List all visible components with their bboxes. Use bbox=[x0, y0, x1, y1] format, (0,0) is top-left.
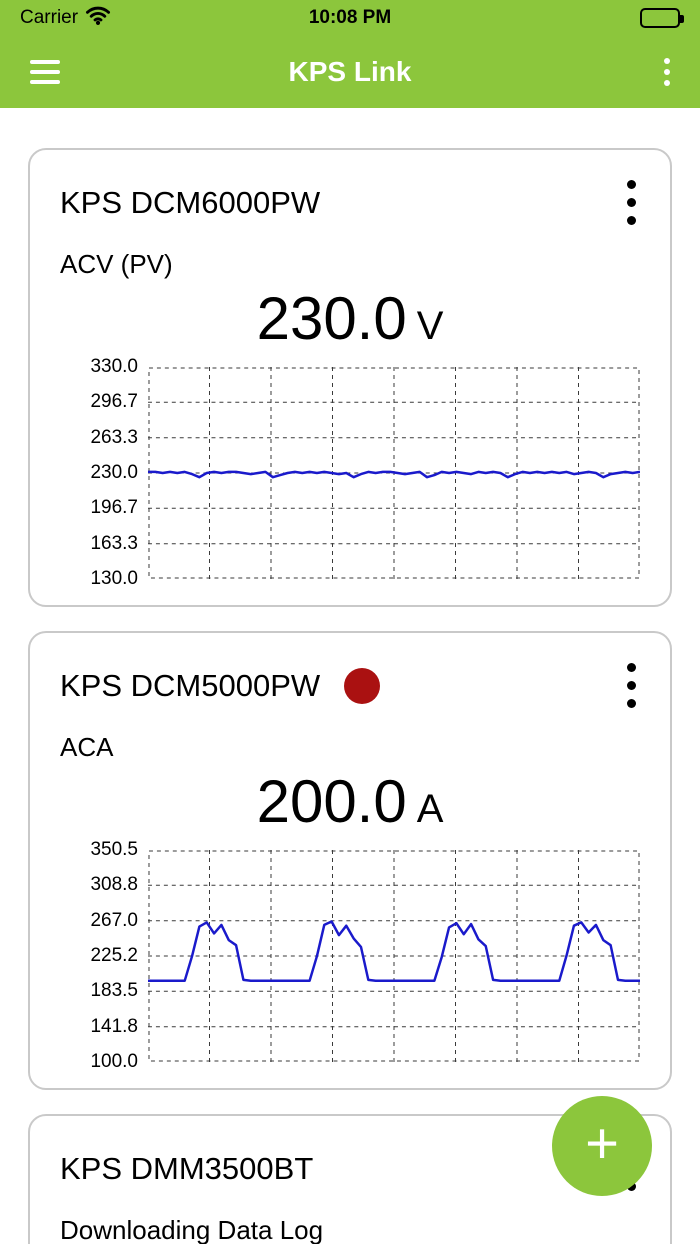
y-tick-label: 263.3 bbox=[90, 426, 138, 448]
y-tick-label: 100.0 bbox=[90, 1051, 138, 1072]
wifi-icon bbox=[85, 5, 111, 31]
acv-trend-chart: 330.0 296.7 263.3 230.0 196.7 163.3 130.0 bbox=[60, 356, 640, 589]
reading-value: 230.0 bbox=[256, 285, 407, 352]
device-title: KPS DCM6000PW bbox=[60, 184, 321, 220]
hamburger-menu-icon[interactable] bbox=[22, 52, 68, 92]
y-tick-label: 225.2 bbox=[90, 945, 138, 966]
y-tick-label: 330.0 bbox=[90, 356, 138, 377]
y-tick-label: 230.0 bbox=[90, 462, 138, 483]
y-tick-label: 183.5 bbox=[90, 980, 138, 1002]
chart-y-axis: 350.5 308.8 267.0 225.2 183.5 141.8 100.0 bbox=[60, 839, 148, 1072]
chart-plot-area bbox=[148, 367, 640, 579]
reading-unit: A bbox=[416, 787, 444, 831]
reading-value: 200.0 bbox=[256, 768, 407, 835]
plus-icon: + bbox=[585, 1111, 619, 1176]
device-title: KPS DMM3500BT bbox=[60, 1150, 314, 1186]
reading-display: 230.0 V bbox=[60, 284, 640, 353]
y-tick-label: 350.5 bbox=[90, 839, 138, 860]
device-list: KPS DCM6000PW ACV (PV) 230.0 V 330.0 296.7… bbox=[0, 108, 700, 1244]
chart-y-axis: 330.0 296.7 263.3 230.0 196.7 163.3 130.0 bbox=[60, 356, 148, 589]
recording-indicator-icon bbox=[344, 667, 381, 704]
device-overflow-menu-icon[interactable] bbox=[623, 172, 640, 233]
device-card-dcm6000pw: KPS DCM6000PW ACV (PV) 230.0 V 330.0 296.7… bbox=[28, 148, 672, 607]
appbar-overflow-menu-icon[interactable] bbox=[656, 50, 678, 94]
measurement-mode-label: ACV (PV) bbox=[60, 249, 173, 279]
carrier-label: Carrier bbox=[20, 7, 79, 28]
download-status-label: Downloading Data Log bbox=[60, 1215, 324, 1244]
y-tick-label: 296.7 bbox=[90, 391, 138, 413]
y-tick-label: 196.7 bbox=[90, 497, 138, 519]
y-tick-label: 308.8 bbox=[90, 874, 138, 896]
chart-plot-area bbox=[148, 850, 640, 1062]
battery-icon bbox=[640, 8, 684, 28]
y-tick-label: 267.0 bbox=[90, 909, 138, 931]
aca-trend-chart: 350.5 308.8 267.0 225.2 183.5 141.8 100.0 bbox=[60, 839, 640, 1072]
clock: 10:08 PM bbox=[308, 7, 392, 28]
measurement-mode-label: ACA bbox=[60, 732, 114, 762]
device-card-dcm5000pw: KPS DCM5000PW ACA 200.0 A 350.5 308.8 267.0… bbox=[28, 631, 672, 1090]
reading-unit: V bbox=[416, 304, 444, 348]
y-tick-label: 163.3 bbox=[90, 532, 138, 554]
reading-display: 200.0 A bbox=[60, 767, 640, 836]
status-bar: Carrier 10:08 PM bbox=[0, 0, 700, 36]
device-title: KPS DCM5000PW bbox=[60, 667, 321, 703]
app-bar: KPS Link bbox=[0, 36, 700, 108]
add-device-fab[interactable]: + bbox=[552, 1096, 652, 1196]
y-tick-label: 141.8 bbox=[90, 1015, 138, 1037]
app-title: KPS Link bbox=[288, 56, 412, 87]
y-tick-label: 130.0 bbox=[90, 568, 138, 589]
device-overflow-menu-icon[interactable] bbox=[623, 655, 640, 716]
